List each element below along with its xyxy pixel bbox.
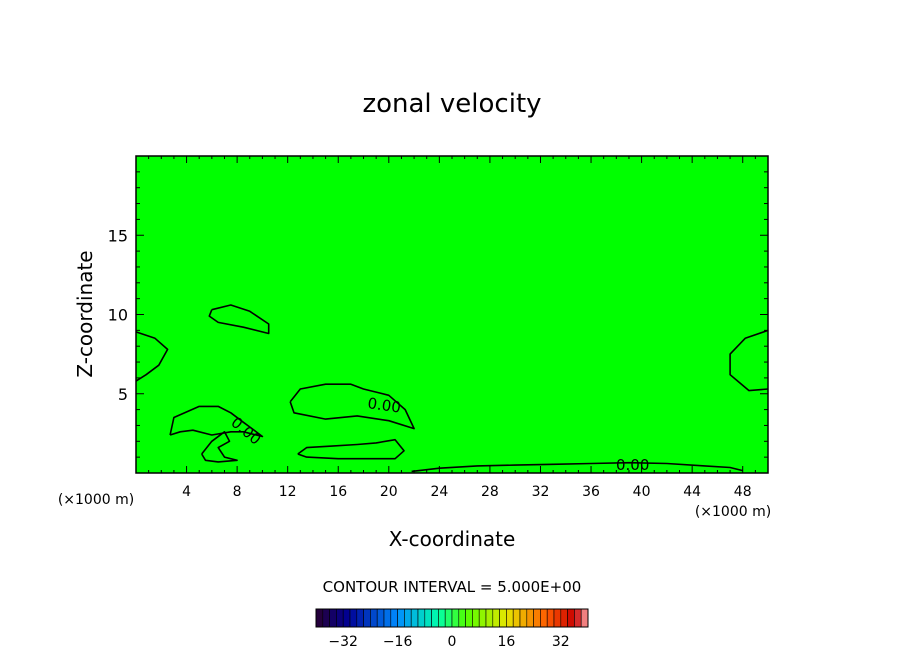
y-axis-label: Z-coordinate xyxy=(73,250,97,377)
colorbar-cell xyxy=(478,608,487,628)
colorbar-cell xyxy=(574,608,582,628)
colorbar-cell xyxy=(363,608,371,628)
colorbar-tick-label: −32 xyxy=(328,634,358,650)
plot-area: 0.00 0.00 0.00 4 8 12 16 20 24 28 32 36 40 44 48 51… xyxy=(108,155,769,500)
contour-line xyxy=(201,430,238,463)
x-tick-label: 36 xyxy=(582,484,600,500)
colorbar-cell xyxy=(424,608,432,628)
colorbar-cell xyxy=(540,608,548,628)
x-tick-label: 8 xyxy=(233,484,242,500)
x-tick-label: 4 xyxy=(182,484,191,500)
colorbar-cell xyxy=(560,608,568,628)
colorbar-cell xyxy=(465,608,473,628)
colorbar-tick-label: 16 xyxy=(497,634,515,650)
colorbar-cell xyxy=(519,608,528,628)
colorbar-tick-label: 0 xyxy=(448,634,457,650)
colorbar-cell xyxy=(485,608,494,628)
colorbar-cell xyxy=(506,608,514,628)
colorbar-cell xyxy=(376,608,385,628)
colorbar-tick-label: −16 xyxy=(383,634,413,650)
colorbar-cell xyxy=(580,608,589,628)
colorbar-cell xyxy=(567,608,575,628)
contour-label: 0.00 xyxy=(616,456,649,474)
contour-line xyxy=(208,304,270,335)
contour-line xyxy=(135,331,169,382)
colorbar-cell xyxy=(315,608,324,628)
colorbar-cell xyxy=(397,608,405,628)
colorbar-cell xyxy=(336,608,344,628)
colorbar-cell xyxy=(533,608,541,628)
colorbar xyxy=(315,608,589,628)
colorbar-cell xyxy=(438,608,446,628)
colorbar-cell xyxy=(526,608,534,628)
x-tick-label: 16 xyxy=(329,484,347,500)
contour-line xyxy=(411,461,743,473)
colorbar-cell xyxy=(553,608,562,628)
colorbar-cell xyxy=(342,608,351,628)
x-tick-label: 32 xyxy=(532,484,550,500)
x-unit-left: (×1000 m) xyxy=(58,492,134,508)
colorbar-cell xyxy=(546,608,555,628)
y-tick-label: 5 xyxy=(118,385,128,404)
y-tick-label: 10 xyxy=(108,306,128,325)
contour-line xyxy=(169,405,264,438)
colorbar-cell xyxy=(390,608,398,628)
colorbar-tick-label: 32 xyxy=(552,634,570,650)
contour-line xyxy=(297,438,405,460)
x-axis-label: X-coordinate xyxy=(389,527,516,551)
x-tick-label: 20 xyxy=(380,484,398,500)
colorbar-cell xyxy=(410,608,419,628)
contour-interval: CONTOUR INTERVAL = 5.000E+00 xyxy=(323,578,582,596)
colorbar-cell xyxy=(431,608,439,628)
x-tick-label: 48 xyxy=(734,484,752,500)
colorbar-cell xyxy=(458,608,466,628)
x-axis-ticks: 4 8 12 16 20 24 28 32 36 40 44 48 xyxy=(148,156,756,500)
colorbar-cell xyxy=(383,608,392,628)
colorbar-ticks: −32 −16 0 16 32 xyxy=(328,634,569,650)
colorbar-cell xyxy=(356,608,364,628)
colorbar-cell xyxy=(329,608,337,628)
colorbar-cell xyxy=(451,608,460,628)
x-tick-label: 12 xyxy=(279,484,297,500)
colorbar-cell xyxy=(512,608,521,628)
y-axis-ticks: 5 10 15 xyxy=(108,171,768,458)
x-tick-label: 40 xyxy=(633,484,651,500)
contour-line xyxy=(729,329,769,392)
colorbar-cell xyxy=(417,608,426,628)
colorbar-cell xyxy=(492,608,500,628)
x-tick-label: 28 xyxy=(481,484,499,500)
colorbar-cell xyxy=(370,608,378,628)
x-unit-right: (×1000 m) xyxy=(695,504,771,520)
y-tick-label: 15 xyxy=(108,226,128,245)
colorbar-cell xyxy=(499,608,507,628)
colorbar-cell xyxy=(444,608,453,628)
colorbar-cell xyxy=(322,608,330,628)
colorbar-cell xyxy=(349,608,358,628)
contour-label: 0.00 xyxy=(366,394,402,416)
chart-title: zonal velocity xyxy=(362,89,541,119)
contour-line xyxy=(289,383,415,430)
x-tick-label: 24 xyxy=(430,484,448,500)
x-tick-label: 44 xyxy=(683,484,701,500)
colorbar-cell xyxy=(472,608,480,628)
colorbar-frame xyxy=(315,608,589,628)
contour-lines xyxy=(135,304,769,473)
colorbar-cell xyxy=(404,608,412,628)
